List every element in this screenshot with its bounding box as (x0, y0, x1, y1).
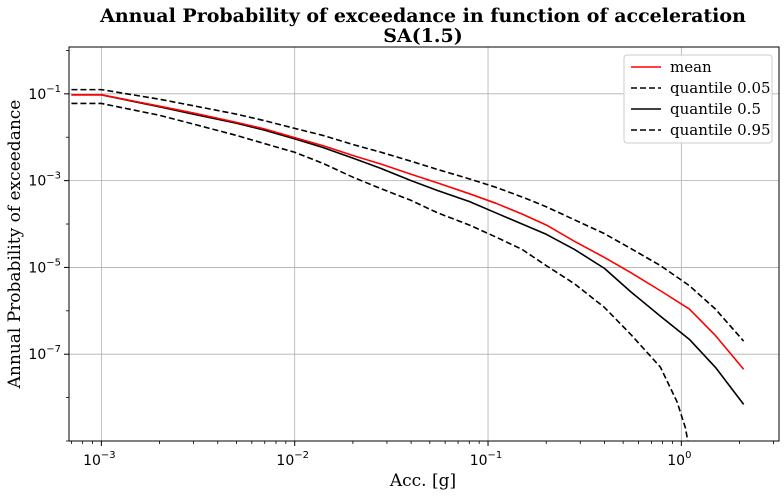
x-tick-mantissa: 10 (667, 453, 685, 469)
legend: mean quantile 0.05 quantile 0.5 quantile 0.… (623, 54, 773, 144)
y-tick-mantissa: 10 (28, 260, 46, 276)
legend-label: quantile 0.5 (670, 100, 761, 118)
y-tick-mantissa: 10 (28, 174, 46, 190)
y-tick-mantissa: 10 (28, 87, 46, 103)
x-tick-mantissa: 10 (470, 453, 488, 469)
chart-title: Annual Probability of exceedance in func… (99, 5, 746, 27)
y-tick-exponent: −3 (46, 171, 61, 182)
y-tick-exponent: −5 (46, 257, 61, 268)
x-tick-exponent: −3 (101, 450, 116, 461)
x-axis-label: Acc. [g] (389, 471, 456, 491)
y-tick-label: 10−1 (28, 84, 61, 103)
x-tick-label: 10−2 (276, 450, 309, 469)
x-tick-label: 10−3 (83, 450, 116, 469)
x-tick-exponent: −1 (488, 450, 503, 461)
legend-label: mean (670, 58, 712, 76)
x-tick-mantissa: 10 (83, 453, 101, 469)
chart-subtitle: SA(1.5) (383, 25, 463, 47)
y-axis-label: Annual Probability of exceedance (5, 100, 25, 390)
x-tick-label: 10−1 (470, 450, 503, 469)
x-tick-mantissa: 10 (276, 453, 294, 469)
x-tick-exponent: 0 (685, 450, 691, 461)
legend-frame (623, 54, 773, 144)
plot-frame (68, 46, 780, 442)
legend-label: quantile 0.95 (670, 121, 771, 139)
series-line-quantile-0-05 (71, 102, 689, 441)
x-tick-exponent: −2 (294, 450, 309, 461)
series-line-quantile-0-5 (71, 94, 745, 405)
plot-series (71, 88, 745, 441)
series-line-quantile-0-95 (71, 88, 745, 342)
series-line-mean (71, 94, 745, 370)
y-tick-exponent: −7 (46, 344, 61, 355)
x-tick-label: 100 (667, 450, 691, 469)
y-tick-mantissa: 10 (28, 347, 46, 363)
y-tick-label: 10−5 (28, 257, 61, 276)
y-tick-exponent: −1 (46, 84, 61, 95)
y-tick-label: 10−7 (28, 344, 61, 363)
legend-label: quantile 0.05 (670, 79, 771, 97)
y-tick-label: 10−3 (28, 171, 61, 190)
